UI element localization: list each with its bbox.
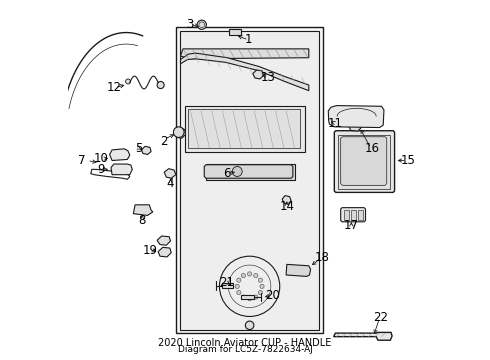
Polygon shape (206, 164, 294, 180)
Circle shape (173, 127, 184, 138)
Polygon shape (343, 210, 349, 220)
Polygon shape (157, 236, 171, 245)
Polygon shape (229, 30, 242, 35)
Text: 21: 21 (219, 276, 234, 289)
Circle shape (247, 297, 252, 301)
Circle shape (254, 274, 258, 278)
Text: 15: 15 (401, 154, 416, 167)
Text: 4: 4 (167, 177, 174, 190)
Polygon shape (282, 195, 291, 204)
Text: 14: 14 (279, 200, 294, 213)
Circle shape (220, 256, 280, 316)
Polygon shape (334, 131, 394, 192)
Circle shape (260, 284, 264, 288)
Polygon shape (204, 165, 293, 178)
Polygon shape (341, 137, 387, 185)
Polygon shape (222, 283, 233, 288)
Polygon shape (180, 31, 318, 329)
Text: 19: 19 (143, 244, 157, 257)
Polygon shape (358, 210, 363, 220)
Circle shape (258, 291, 263, 295)
Circle shape (197, 20, 206, 30)
Circle shape (241, 295, 245, 299)
Text: 16: 16 (365, 141, 379, 154)
Circle shape (245, 321, 254, 329)
Text: 9: 9 (98, 163, 105, 176)
Text: 18: 18 (315, 252, 330, 265)
Text: 11: 11 (328, 117, 343, 130)
Polygon shape (142, 146, 151, 154)
Polygon shape (180, 49, 309, 59)
Circle shape (235, 284, 239, 288)
Polygon shape (286, 264, 311, 276)
Polygon shape (180, 53, 309, 91)
Circle shape (258, 278, 263, 282)
Text: 7: 7 (78, 154, 86, 167)
Circle shape (237, 291, 241, 295)
Polygon shape (341, 208, 366, 222)
Circle shape (247, 272, 252, 276)
Polygon shape (349, 123, 361, 131)
Polygon shape (253, 70, 264, 79)
Polygon shape (176, 127, 185, 138)
Polygon shape (164, 168, 176, 178)
Text: 22: 22 (373, 311, 388, 324)
Circle shape (237, 278, 241, 282)
Text: 8: 8 (139, 214, 146, 227)
Polygon shape (328, 105, 384, 127)
Polygon shape (110, 149, 130, 161)
Text: 20: 20 (265, 289, 280, 302)
Circle shape (157, 81, 164, 89)
Text: 5: 5 (135, 141, 143, 154)
Polygon shape (351, 210, 356, 220)
Text: 2: 2 (160, 135, 168, 148)
Text: 12: 12 (106, 81, 122, 94)
Text: 3: 3 (186, 18, 194, 31)
Polygon shape (133, 205, 153, 215)
Polygon shape (334, 332, 392, 340)
Text: 6: 6 (223, 167, 231, 180)
Circle shape (241, 274, 245, 278)
Polygon shape (188, 109, 300, 148)
Polygon shape (185, 105, 305, 152)
Text: Diagram for LC5Z-7822634-AJ: Diagram for LC5Z-7822634-AJ (177, 345, 313, 354)
Text: 10: 10 (93, 152, 108, 165)
Polygon shape (158, 247, 172, 257)
Polygon shape (176, 27, 323, 333)
Circle shape (232, 167, 242, 176)
Text: 17: 17 (344, 219, 359, 232)
Text: 2020 Lincoln Aviator CUP - HANDLE: 2020 Lincoln Aviator CUP - HANDLE (158, 338, 332, 348)
Text: 1: 1 (245, 33, 252, 46)
Polygon shape (111, 164, 132, 175)
Polygon shape (242, 295, 254, 299)
Polygon shape (338, 135, 391, 189)
Circle shape (254, 295, 258, 299)
Text: 13: 13 (261, 71, 275, 84)
Circle shape (125, 79, 130, 84)
